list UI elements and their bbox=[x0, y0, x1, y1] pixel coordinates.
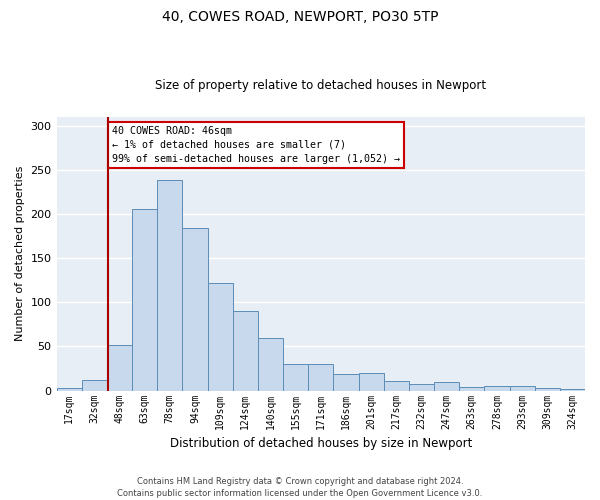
Bar bbox=[132, 208, 157, 390]
Bar bbox=[283, 364, 308, 390]
Bar bbox=[334, 374, 359, 390]
Bar bbox=[409, 384, 434, 390]
Bar bbox=[383, 381, 409, 390]
Bar bbox=[182, 228, 208, 390]
Bar bbox=[560, 389, 585, 390]
Bar bbox=[56, 388, 82, 390]
Bar bbox=[484, 386, 509, 390]
Y-axis label: Number of detached properties: Number of detached properties bbox=[15, 166, 25, 342]
Bar bbox=[359, 373, 383, 390]
Text: 40 COWES ROAD: 46sqm
← 1% of detached houses are smaller (7)
99% of semi-detache: 40 COWES ROAD: 46sqm ← 1% of detached ho… bbox=[112, 126, 400, 164]
Bar bbox=[535, 388, 560, 390]
Bar bbox=[308, 364, 334, 390]
Bar bbox=[157, 180, 182, 390]
Title: Size of property relative to detached houses in Newport: Size of property relative to detached ho… bbox=[155, 79, 487, 92]
Bar bbox=[233, 311, 258, 390]
Bar bbox=[82, 380, 107, 390]
Bar bbox=[208, 283, 233, 391]
X-axis label: Distribution of detached houses by size in Newport: Distribution of detached houses by size … bbox=[170, 437, 472, 450]
Bar bbox=[107, 344, 132, 391]
Bar bbox=[258, 338, 283, 390]
Bar bbox=[434, 382, 459, 390]
Bar bbox=[509, 386, 535, 390]
Text: Contains HM Land Registry data © Crown copyright and database right 2024.
Contai: Contains HM Land Registry data © Crown c… bbox=[118, 476, 482, 498]
Bar bbox=[459, 387, 484, 390]
Text: 40, COWES ROAD, NEWPORT, PO30 5TP: 40, COWES ROAD, NEWPORT, PO30 5TP bbox=[162, 10, 438, 24]
